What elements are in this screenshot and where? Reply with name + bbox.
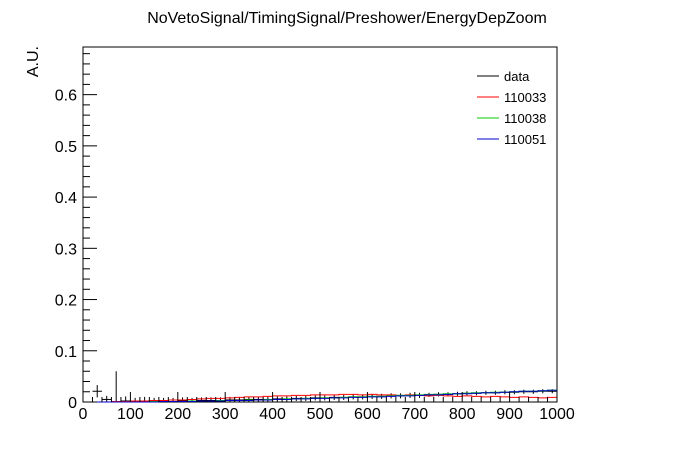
x-tick-label: 500 <box>307 406 334 423</box>
x-tick-label: 300 <box>212 406 239 423</box>
data-point <box>92 385 102 398</box>
y-tick-label: 0.3 <box>55 241 77 258</box>
x-tick-label: 800 <box>449 406 476 423</box>
legend-entry-110038: 110038 <box>477 111 546 126</box>
data-point <box>111 371 121 403</box>
y-tick-label: 0.1 <box>55 344 77 361</box>
y-tick-label: 0.5 <box>55 139 77 156</box>
x-tick-label: 900 <box>496 406 523 423</box>
chart-title: NoVetoSignal/TimingSignal/Preshower/Ener… <box>147 10 547 27</box>
y-tick-label: 0.4 <box>55 190 77 207</box>
plot-frame <box>82 46 558 403</box>
legend-entry-data: data <box>477 69 530 84</box>
x-tick-label: 100 <box>117 406 144 423</box>
data-point <box>310 395 320 401</box>
legend-label: 110038 <box>504 111 546 126</box>
legend-entry-110051: 110051 <box>477 132 546 147</box>
legend-entry-110033: 110033 <box>477 90 546 105</box>
x-tick-label: 400 <box>259 406 286 423</box>
data-point <box>291 395 302 401</box>
x-tick-label: 700 <box>401 406 428 423</box>
axes-layer: 0 100 200 300 400 500 600 700 800 900 1000 0 0.1 0.2 0… <box>55 53 575 423</box>
legend-label: 110051 <box>504 132 546 147</box>
x-tick-label: 1000 <box>539 406 575 423</box>
data-point <box>509 390 520 395</box>
data-point <box>253 396 264 402</box>
data-point <box>272 396 283 402</box>
y-tick-label: 0.6 <box>55 88 77 105</box>
series-110033 <box>83 393 557 403</box>
y-tick-label: 0 <box>68 395 77 412</box>
y-axis-label: A.U. <box>25 46 42 77</box>
data-point <box>244 396 254 402</box>
legend-label: 110033 <box>504 90 546 105</box>
data-point <box>528 389 539 394</box>
x-tick-label: 600 <box>354 406 381 423</box>
data-point <box>101 395 112 402</box>
legend: data 110033 110038 110051 <box>477 69 546 147</box>
x-tick-label: 200 <box>164 406 191 423</box>
legend-label: data <box>504 69 530 84</box>
series-line-110033 <box>83 393 557 403</box>
y-tick-label: 0.2 <box>55 293 77 310</box>
x-tick-label: 0 <box>79 406 88 423</box>
data-point <box>329 394 339 400</box>
data-point <box>519 389 529 394</box>
data-point <box>538 389 548 394</box>
series-data <box>92 371 557 403</box>
